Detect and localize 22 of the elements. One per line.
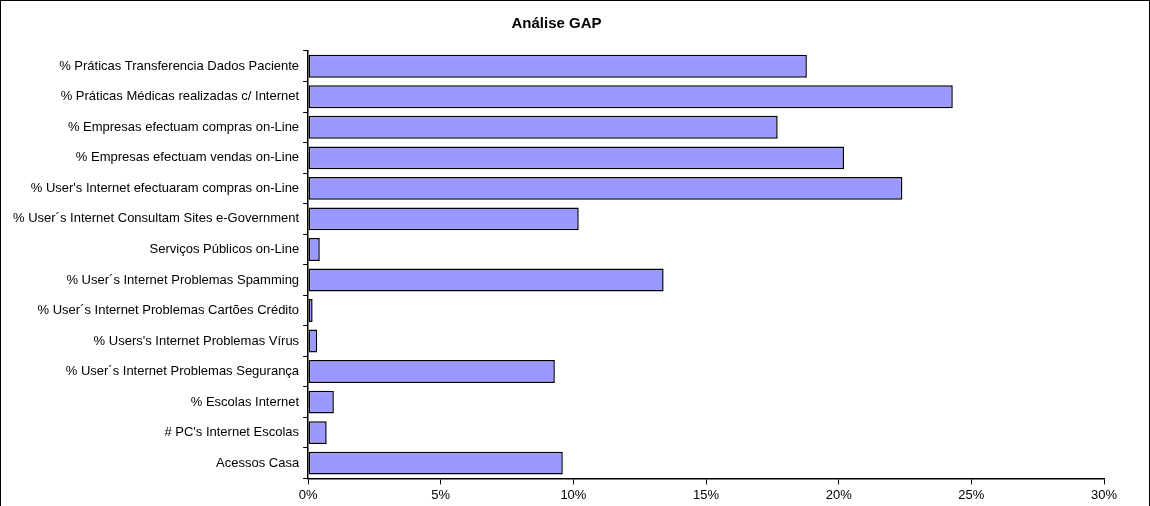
y-tick-label: % Empresas efectuam compras on-Line <box>67 118 300 134</box>
y-tick-label: % User´s Internet Consultam Sites e-Government <box>13 210 300 226</box>
y-tick-label: Acessos Casa <box>216 454 300 470</box>
x-tick-label: 25% <box>958 486 985 502</box>
x-tick-label: 0% <box>298 486 318 502</box>
x-tick-label: 20% <box>825 486 853 502</box>
y-tick-label: % User´s Internet Problemas Segurança <box>65 363 300 379</box>
x-tick-label: 5% <box>431 486 451 502</box>
y-tick-label: % Users's Internet Problemas Vírus <box>93 332 300 348</box>
y-tick-label: Serviços Públicos on-Line <box>149 241 300 257</box>
y-tick-label: % User's Internet efectuaram compras on-Line <box>30 179 300 195</box>
y-tick-label: % User´s Internet Problemas Cartões Crédito <box>37 302 300 318</box>
x-tick-label: 30% <box>1090 486 1118 502</box>
x-tick-label: 15% <box>693 486 720 502</box>
y-tick-label: % Práticas Transferencia Dados Paciente <box>59 57 300 73</box>
chart-title: Análise GAP <box>511 14 602 32</box>
y-tick-label: % Empresas efectuam vendas on-Line <box>75 149 300 165</box>
x-tick-label: 10% <box>560 486 587 502</box>
y-tick-label: % User´s Internet Problemas Spamming <box>66 271 300 287</box>
y-tick-label: % Escolas Internet <box>190 393 300 409</box>
y-tick-label: % Práticas Médicas realizadas c/ Internet <box>60 88 300 104</box>
y-tick-label: # PC's Internet Escolas <box>164 424 300 440</box>
